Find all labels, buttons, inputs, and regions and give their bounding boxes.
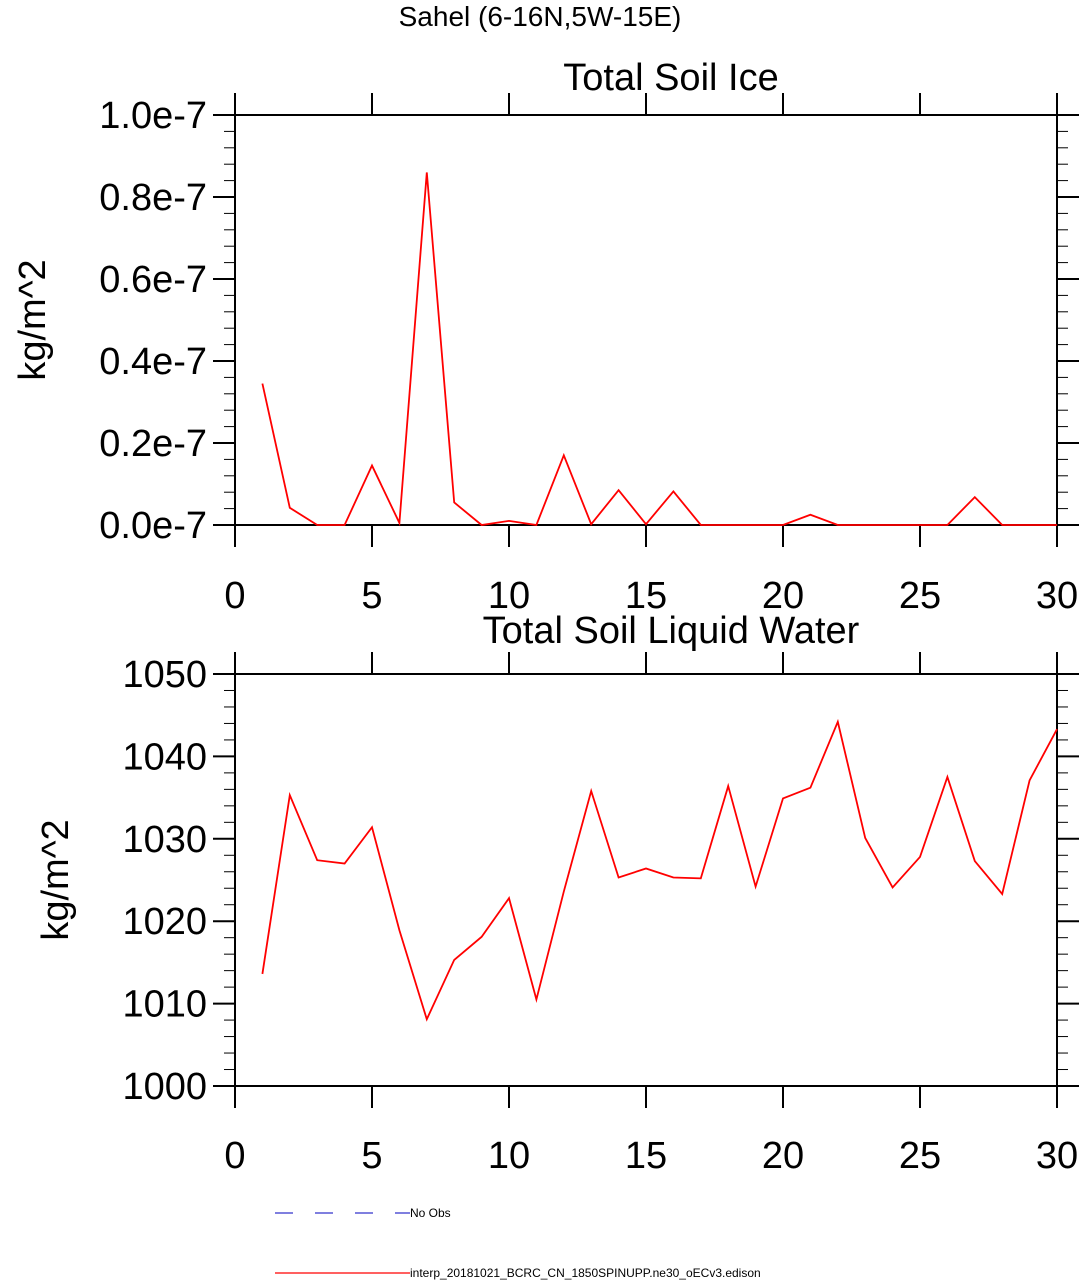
x-tick-label: 5 (361, 575, 382, 617)
y-tick-label: 1000 (122, 1066, 207, 1108)
x-tick-label: 30 (1036, 575, 1078, 617)
panel-total-soil-liquid-water: Total Soil Liquid Water kg/m^2 0 5 10 15 20 25 3… (35, 610, 1079, 1177)
y-tick-label: 1030 (122, 819, 207, 861)
y-tick-label: 1040 (122, 736, 207, 778)
panel-total-soil-ice: Total Soil Ice kg/m^2 0 5 10 15 20 25 30 0.0e-7 0.… (12, 57, 1079, 617)
x-tick-label: 10 (488, 575, 530, 617)
plot-frame (234, 673, 1058, 1087)
plot-frame (234, 114, 1058, 526)
y-tick-label: 0.2e-7 (99, 423, 207, 465)
x-tick-label: 10 (488, 1135, 530, 1177)
panel-title: Total Soil Ice (563, 57, 778, 99)
x-tick-label: 15 (625, 1135, 667, 1177)
main-title: Sahel (6-16N,5W-15E) (399, 1, 682, 32)
y-tick-label: 0.0e-7 (99, 505, 207, 547)
x-tick-label: 30 (1036, 1135, 1078, 1177)
y-tick-label: 0.4e-7 (99, 341, 207, 383)
x-tick-label: 0 (224, 575, 245, 617)
x-tick-label: 25 (899, 1135, 941, 1177)
x-tick-label: 20 (762, 575, 804, 617)
y-axis-label: kg/m^2 (35, 819, 77, 940)
series-line (261, 172, 1057, 527)
x-tick-label: 15 (625, 575, 667, 617)
y-axis-label: kg/m^2 (12, 259, 54, 380)
y-tick-label: 1050 (122, 654, 207, 696)
x-tick-label: 20 (762, 1135, 804, 1177)
x-tick-label: 25 (899, 575, 941, 617)
x-tick-label: 0 (224, 1135, 245, 1177)
panel-title: Total Soil Liquid Water (483, 610, 860, 652)
x-tick-label: 5 (361, 1135, 382, 1177)
y-tick-label: 0.8e-7 (99, 177, 207, 219)
legend: No Obs interp_20181021_BCRC_CN_1850SPINU… (275, 1206, 761, 1280)
series-line (261, 718, 1058, 1022)
y-tick-label: 1010 (122, 984, 207, 1026)
y-tick-label: 1.0e-7 (99, 95, 207, 137)
y-tick-label: 1020 (122, 901, 207, 943)
legend-label-no-obs: No Obs (410, 1206, 451, 1220)
legend-label-model: interp_20181021_BCRC_CN_1850SPINUPP.ne30… (410, 1266, 761, 1280)
y-tick-label: 0.6e-7 (99, 259, 207, 301)
